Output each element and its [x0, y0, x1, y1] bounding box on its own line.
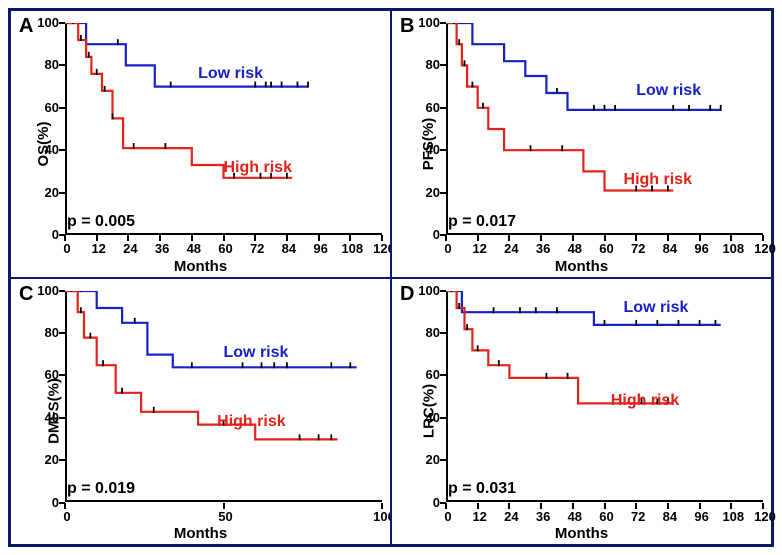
x-axis-label: Months: [555, 525, 608, 542]
plot-area: Low riskHigh risk01224364860728496108120…: [446, 291, 763, 503]
series-label-high-risk: High risk: [224, 159, 292, 177]
x-axis-label: Months: [174, 258, 227, 275]
y-tick-label: 80: [31, 325, 59, 340]
y-tick-label: 40: [31, 410, 59, 425]
x-tick-label: 60: [595, 509, 619, 524]
x-tick-label: 108: [721, 509, 745, 524]
series-label-low-risk: Low risk: [624, 299, 689, 317]
y-tick-label: 80: [31, 57, 59, 72]
x-axis-label: Months: [174, 525, 227, 542]
series-label-low-risk: Low risk: [198, 65, 263, 83]
x-tick-label: 12: [87, 241, 111, 256]
x-tick-label: 48: [563, 241, 587, 256]
y-tick-label: 20: [31, 185, 59, 200]
y-tick-label: 100: [412, 15, 440, 30]
x-tick-label: 12: [468, 241, 492, 256]
x-tick-label: 24: [499, 241, 523, 256]
panel-d: DLRC(%)Monthsp = 0.031Low riskHigh risk0…: [390, 277, 773, 547]
x-tick-label: 24: [118, 241, 142, 256]
y-tick-label: 20: [412, 452, 440, 467]
km-svg: [65, 291, 382, 503]
y-tick-label: 80: [412, 325, 440, 340]
y-tick-label: 100: [412, 283, 440, 298]
km-svg: [446, 23, 763, 235]
series-label-high-risk: High risk: [217, 413, 285, 431]
km-curve-high-risk: [65, 23, 292, 178]
km-curve-high-risk: [65, 291, 338, 439]
x-tick-label: 48: [563, 509, 587, 524]
x-tick-label: 60: [214, 241, 238, 256]
panel-b: BPFS(%)Monthsp = 0.017Low riskHigh risk0…: [390, 9, 773, 279]
y-tick-label: 60: [412, 367, 440, 382]
x-tick-label: 84: [277, 241, 301, 256]
x-axis-label: Months: [555, 258, 608, 275]
km-curve-high-risk: [446, 23, 673, 191]
x-tick-label: 72: [626, 241, 650, 256]
panel-a: AOS(%)Monthsp = 0.005Low riskHigh risk01…: [9, 9, 392, 279]
x-tick-label: 84: [658, 509, 682, 524]
y-tick-label: 0: [31, 495, 59, 510]
y-tick-label: 20: [412, 185, 440, 200]
x-tick-label: 120: [753, 509, 777, 524]
x-tick-label: 12: [468, 509, 492, 524]
km-svg: [65, 23, 382, 235]
km-curve-low-risk: [65, 291, 357, 367]
y-tick-label: 60: [31, 367, 59, 382]
series-label-low-risk: Low risk: [636, 82, 701, 100]
y-tick-label: 60: [412, 100, 440, 115]
x-tick-label: 96: [309, 241, 333, 256]
y-tick-label: 0: [412, 495, 440, 510]
x-tick-label: 96: [690, 509, 714, 524]
series-label-high-risk: High risk: [624, 171, 692, 189]
y-tick-label: 0: [412, 227, 440, 242]
y-tick-label: 40: [31, 142, 59, 157]
plot-area: Low riskHigh risk050100020406080100: [65, 291, 382, 503]
x-tick-label: 96: [690, 241, 714, 256]
x-tick-label: 0: [436, 241, 460, 256]
x-tick-label: 120: [753, 241, 777, 256]
y-tick-label: 20: [31, 452, 59, 467]
y-tick-label: 60: [31, 100, 59, 115]
x-tick-label: 0: [55, 241, 79, 256]
x-tick-label: 60: [595, 241, 619, 256]
survival-figure: AOS(%)Monthsp = 0.005Low riskHigh risk01…: [8, 8, 774, 547]
plot-area: Low riskHigh risk01224364860728496108120…: [65, 23, 382, 235]
x-tick-label: 36: [531, 509, 555, 524]
x-tick-label: 50: [214, 509, 238, 524]
y-tick-label: 100: [31, 15, 59, 30]
y-tick-label: 40: [412, 142, 440, 157]
x-tick-label: 36: [531, 241, 555, 256]
x-tick-label: 36: [150, 241, 174, 256]
km-svg: [446, 291, 763, 503]
x-tick-label: 72: [626, 509, 650, 524]
series-label-low-risk: Low risk: [224, 344, 289, 362]
x-tick-label: 0: [436, 509, 460, 524]
y-tick-label: 40: [412, 410, 440, 425]
series-label-high-risk: High risk: [611, 392, 679, 410]
x-tick-label: 0: [55, 509, 79, 524]
y-tick-label: 0: [31, 227, 59, 242]
x-tick-label: 72: [245, 241, 269, 256]
x-tick-label: 108: [340, 241, 364, 256]
x-tick-label: 84: [658, 241, 682, 256]
y-tick-label: 100: [31, 283, 59, 298]
panel-c: CDMFS(%)Monthsp = 0.019Low riskHigh risk…: [9, 277, 392, 547]
x-tick-label: 48: [182, 241, 206, 256]
y-tick-label: 80: [412, 57, 440, 72]
plot-area: Low riskHigh risk01224364860728496108120…: [446, 23, 763, 235]
x-tick-label: 108: [721, 241, 745, 256]
x-tick-label: 24: [499, 509, 523, 524]
